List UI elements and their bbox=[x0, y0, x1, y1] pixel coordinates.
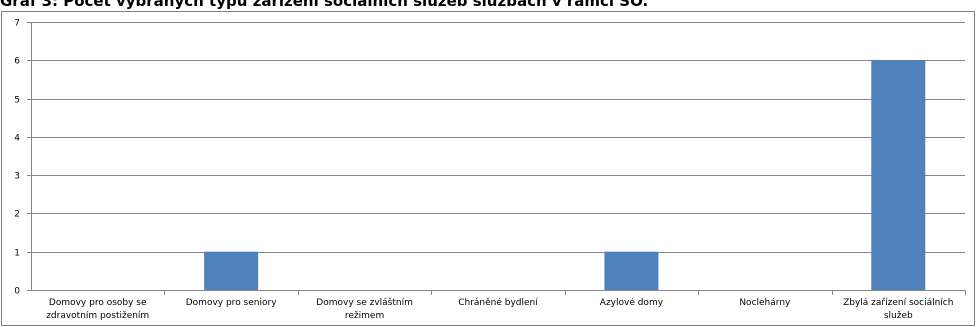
y-tick-label: 1 bbox=[14, 249, 20, 259]
y-tick-label: 6 bbox=[14, 57, 20, 67]
bar bbox=[871, 60, 926, 291]
x-category-label: režimem bbox=[345, 311, 384, 321]
x-category-label: zdravotním postižením bbox=[46, 311, 149, 321]
bar bbox=[604, 251, 659, 290]
x-category-label: služeb bbox=[884, 311, 913, 321]
bar bbox=[204, 251, 259, 290]
y-tick-label: 5 bbox=[14, 96, 20, 106]
y-tick-label: 2 bbox=[14, 210, 20, 220]
y-tick-label: 3 bbox=[14, 172, 20, 182]
y-tick-label: 4 bbox=[14, 134, 20, 144]
x-category-label: Azylové domy bbox=[600, 297, 664, 308]
y-tick-label: 0 bbox=[14, 287, 20, 297]
x-category-label: Domovy se zvláštním bbox=[316, 297, 413, 308]
chart-title: Graf 3: Počet vybraných typů zařízení so… bbox=[0, 0, 649, 10]
x-category-label: Domovy pro seniory bbox=[186, 298, 277, 308]
x-category-label: Zbylá zařízení sociálních bbox=[843, 298, 953, 308]
x-category-label: Chráněné bydlení bbox=[458, 297, 538, 308]
x-category-label: Noclehárny bbox=[739, 298, 791, 308]
x-category-label: Domovy pro osoby se bbox=[49, 298, 147, 308]
y-tick-label: 7 bbox=[14, 19, 20, 29]
chart-frame bbox=[1, 11, 975, 326]
